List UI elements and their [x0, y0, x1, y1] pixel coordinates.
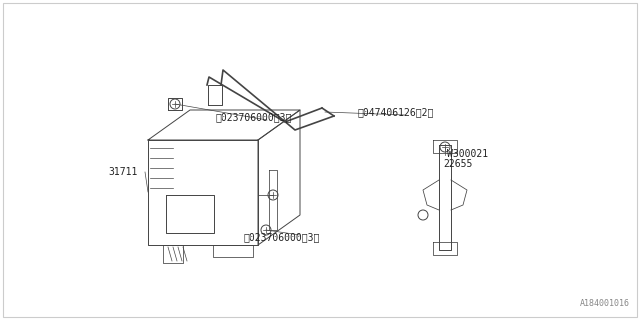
Text: W300021: W300021	[447, 149, 488, 159]
Text: 22655: 22655	[443, 159, 472, 169]
Text: Ⓢ047406126（2）: Ⓢ047406126（2）	[358, 107, 435, 117]
Text: ⓝ023706000（3）: ⓝ023706000（3）	[215, 112, 291, 122]
Text: ⓝ023706000（3）: ⓝ023706000（3）	[243, 232, 319, 242]
Text: A184001016: A184001016	[580, 299, 630, 308]
Text: 31711: 31711	[108, 167, 138, 177]
